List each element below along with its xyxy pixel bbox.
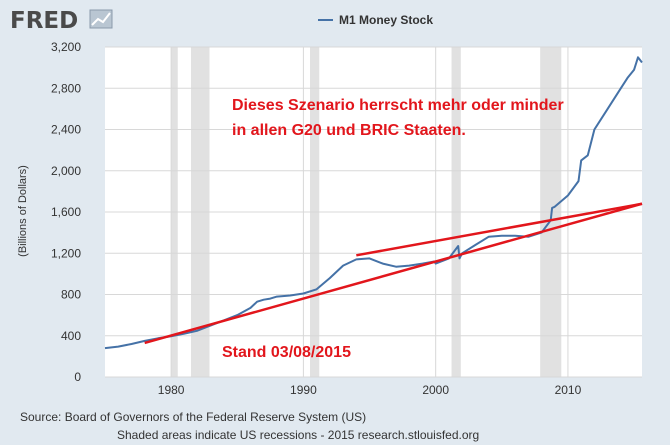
y-tick-label: 1,600 [51,205,81,219]
y-tick-label: 2,000 [51,164,81,178]
trend-line-1 [144,202,643,345]
x-tick-labels: 1980 1990 2000 2010 [158,383,582,397]
y-tick-label: 2,800 [51,81,81,95]
logo-text: FRED [10,8,78,34]
y-tick-label: 2,400 [51,123,81,137]
recession-note: Shaded areas indicate US recessions - 20… [117,428,479,442]
annotation-line-1: Dieses Szenario herrscht mehr oder minde… [232,97,564,114]
line-chart-icon [89,9,113,29]
trend-line-2 [356,202,643,257]
y-tick-label: 800 [61,288,81,302]
source-note: Source: Board of Governors of the Federa… [20,410,366,424]
y-tick-label: 1,200 [51,246,81,260]
fred-logo[interactable]: FRED [10,8,113,34]
x-tick-label: 2000 [422,383,449,397]
grid-lines [105,46,642,378]
y-tick-label: 3,200 [51,40,81,54]
annotation-line-2: in allen G20 und BRIC Staaten. [232,122,466,139]
x-tick-label: 1980 [158,383,185,397]
x-tick-label: 1990 [290,383,317,397]
x-tick-label: 2010 [555,383,582,397]
y-axis-label: (Billions of Dollars) [17,165,29,257]
y-tick-label: 400 [61,329,81,343]
legend-label: M1 Money Stock [339,13,433,27]
annotation-lines [144,202,643,345]
annotation-stand: Stand 03/08/2015 [222,344,351,361]
chart-legend: M1 Money Stock [318,13,433,27]
y-tick-labels: 0 400 800 1,200 1,600 2,000 2,400 2,800 3,200 [51,40,81,384]
y-tick-label: 0 [74,370,81,384]
